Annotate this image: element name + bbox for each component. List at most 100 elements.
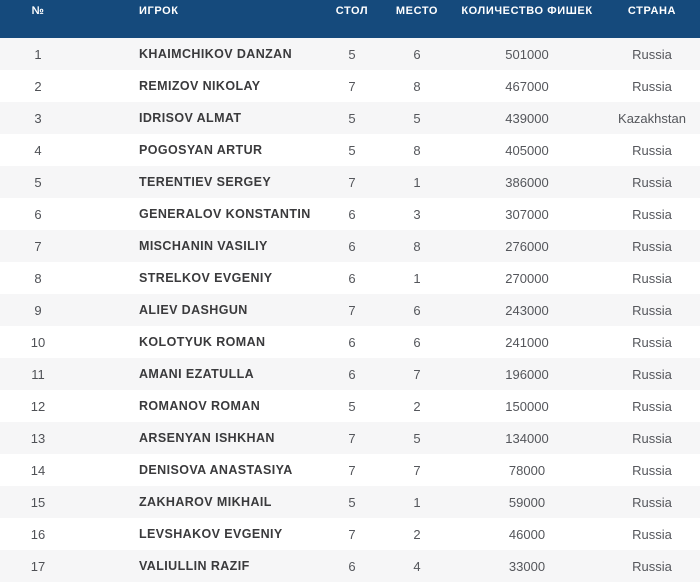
country-cell: Russia — [632, 46, 672, 62]
chips-cell: 78000 — [508, 462, 546, 478]
table-row: 8 STRELKOV EVGENIY 6 1 270000 Russia — [0, 262, 700, 294]
table-row: 11 AMANI EZATULLA 6 7 196000 Russia — [0, 358, 700, 390]
seat-cell: 6 — [413, 46, 421, 62]
table-number-cell: 7 — [348, 78, 356, 94]
player-cell: ARSENYAN ISHKHAN — [139, 431, 275, 445]
country-cell: Russia — [632, 558, 672, 574]
player-cell: TERENTIEV SERGEY — [139, 175, 272, 189]
table-number-cell: 5 — [348, 110, 356, 126]
rank-cell: 3 — [34, 110, 42, 126]
chips-cell: 405000 — [505, 142, 549, 158]
rank-cell: 9 — [34, 302, 42, 318]
rank-cell: 7 — [34, 238, 42, 254]
table-row: 15 ZAKHAROV MIKHAIL 5 1 59000 Russia — [0, 486, 700, 518]
country-cell: Russia — [632, 462, 672, 478]
rank-cell: 6 — [34, 206, 42, 222]
header-table: СТОЛ — [335, 5, 369, 17]
player-cell: ALIEV DASHGUN — [139, 303, 248, 317]
player-cell: ROMANOV ROMAN — [139, 399, 261, 413]
table-row: 4 POGOSYAN ARTUR 5 8 405000 Russia — [0, 134, 700, 166]
table-number-cell: 5 — [348, 142, 356, 158]
table-number-cell: 6 — [348, 270, 356, 286]
table-row: 3 IDRISOV ALMAT 5 5 439000 Kazakhstan — [0, 102, 700, 134]
table-number-cell: 5 — [348, 46, 356, 62]
chips-cell: 243000 — [505, 302, 549, 318]
table-number-cell: 6 — [348, 334, 356, 350]
table-number-cell: 7 — [348, 462, 356, 478]
country-cell: Russia — [632, 238, 672, 254]
seat-cell: 8 — [413, 238, 421, 254]
seat-cell: 8 — [413, 142, 421, 158]
rank-cell: 16 — [30, 526, 46, 542]
chips-cell: 196000 — [505, 366, 549, 382]
player-cell: GENERALOV KONSTANTIN — [139, 207, 311, 221]
header-rank: № — [31, 5, 45, 17]
seat-cell: 7 — [413, 366, 421, 382]
country-cell: Russia — [632, 270, 672, 286]
country-cell: Russia — [632, 366, 672, 382]
player-cell: VALIULLIN RAZIF — [139, 559, 250, 573]
country-cell: Russia — [632, 206, 672, 222]
rank-cell: 5 — [34, 174, 42, 190]
country-cell: Russia — [632, 78, 672, 94]
chips-cell: 270000 — [505, 270, 549, 286]
country-cell: Russia — [632, 334, 672, 350]
rank-cell: 1 — [34, 46, 42, 62]
table-body: 1 KHAIMCHIKOV DANZAN 5 6 501000 Russia 2… — [0, 38, 700, 582]
table-row: 13 ARSENYAN ISHKHAN 7 5 134000 Russia — [0, 422, 700, 454]
table-number-cell: 7 — [348, 174, 356, 190]
seat-cell: 4 — [413, 558, 421, 574]
player-cell: POGOSYAN ARTUR — [139, 143, 263, 157]
header-chips: КОЛИЧЕСТВО ФИШЕК — [461, 5, 593, 17]
country-cell: Russia — [632, 398, 672, 414]
player-cell: KHAIMCHIKOV DANZAN — [139, 47, 293, 61]
player-cell: LEVSHAKOV EVGENIY — [139, 527, 283, 541]
chips-cell: 59000 — [508, 494, 546, 510]
header-seat: МЕСТО — [395, 5, 439, 17]
seat-cell: 1 — [413, 270, 421, 286]
table-row: 1 KHAIMCHIKOV DANZAN 5 6 501000 Russia — [0, 38, 700, 70]
rank-cell: 13 — [30, 430, 46, 446]
country-cell: Kazakhstan — [618, 110, 686, 126]
table-row: 14 DENISOVA ANASTASIYA 7 7 78000 Russia — [0, 454, 700, 486]
country-cell: Russia — [632, 494, 672, 510]
table-row: 9 ALIEV DASHGUN 7 6 243000 Russia — [0, 294, 700, 326]
seat-cell: 5 — [413, 430, 421, 446]
chips-cell: 276000 — [505, 238, 549, 254]
player-cell: MISCHANIN VASILIY — [139, 239, 268, 253]
table-header-row: № ИГРОК СТОЛ МЕСТО КОЛИЧЕСТВО ФИШЕК СТРА… — [0, 0, 700, 38]
seat-cell: 1 — [413, 174, 421, 190]
table-row: 2 REMIZOV NIKOLAY 7 8 467000 Russia — [0, 70, 700, 102]
player-cell: REMIZOV NIKOLAY — [139, 79, 261, 93]
rank-cell: 2 — [34, 78, 42, 94]
table-number-cell: 5 — [348, 398, 356, 414]
table-row: 5 TERENTIEV SERGEY 7 1 386000 Russia — [0, 166, 700, 198]
seat-cell: 8 — [413, 78, 421, 94]
chips-cell: 134000 — [505, 430, 549, 446]
country-cell: Russia — [632, 142, 672, 158]
table-number-cell: 6 — [348, 238, 356, 254]
rank-cell: 15 — [30, 494, 46, 510]
table-number-cell: 6 — [348, 366, 356, 382]
country-cell: Russia — [632, 302, 672, 318]
chips-cell: 386000 — [505, 174, 549, 190]
country-cell: Russia — [632, 526, 672, 542]
player-cell: IDRISOV ALMAT — [139, 111, 242, 125]
table-number-cell: 7 — [348, 430, 356, 446]
chips-cell: 241000 — [505, 334, 549, 350]
seat-cell: 5 — [413, 110, 421, 126]
player-cell: DENISOVA ANASTASIYA — [139, 463, 293, 477]
chips-cell: 307000 — [505, 206, 549, 222]
table-number-cell: 6 — [348, 558, 356, 574]
country-cell: Russia — [632, 430, 672, 446]
rank-cell: 12 — [30, 398, 46, 414]
table-number-cell: 6 — [348, 206, 356, 222]
table-row: 17 VALIULLIN RAZIF 6 4 33000 Russia — [0, 550, 700, 582]
table-row: 16 LEVSHAKOV EVGENIY 7 2 46000 Russia — [0, 518, 700, 550]
rank-cell: 17 — [30, 558, 46, 574]
table-row: 10 KOLOTYUK ROMAN 6 6 241000 Russia — [0, 326, 700, 358]
seat-cell: 2 — [413, 526, 421, 542]
player-cell: ZAKHAROV MIKHAIL — [139, 495, 272, 509]
rank-cell: 11 — [31, 366, 45, 382]
